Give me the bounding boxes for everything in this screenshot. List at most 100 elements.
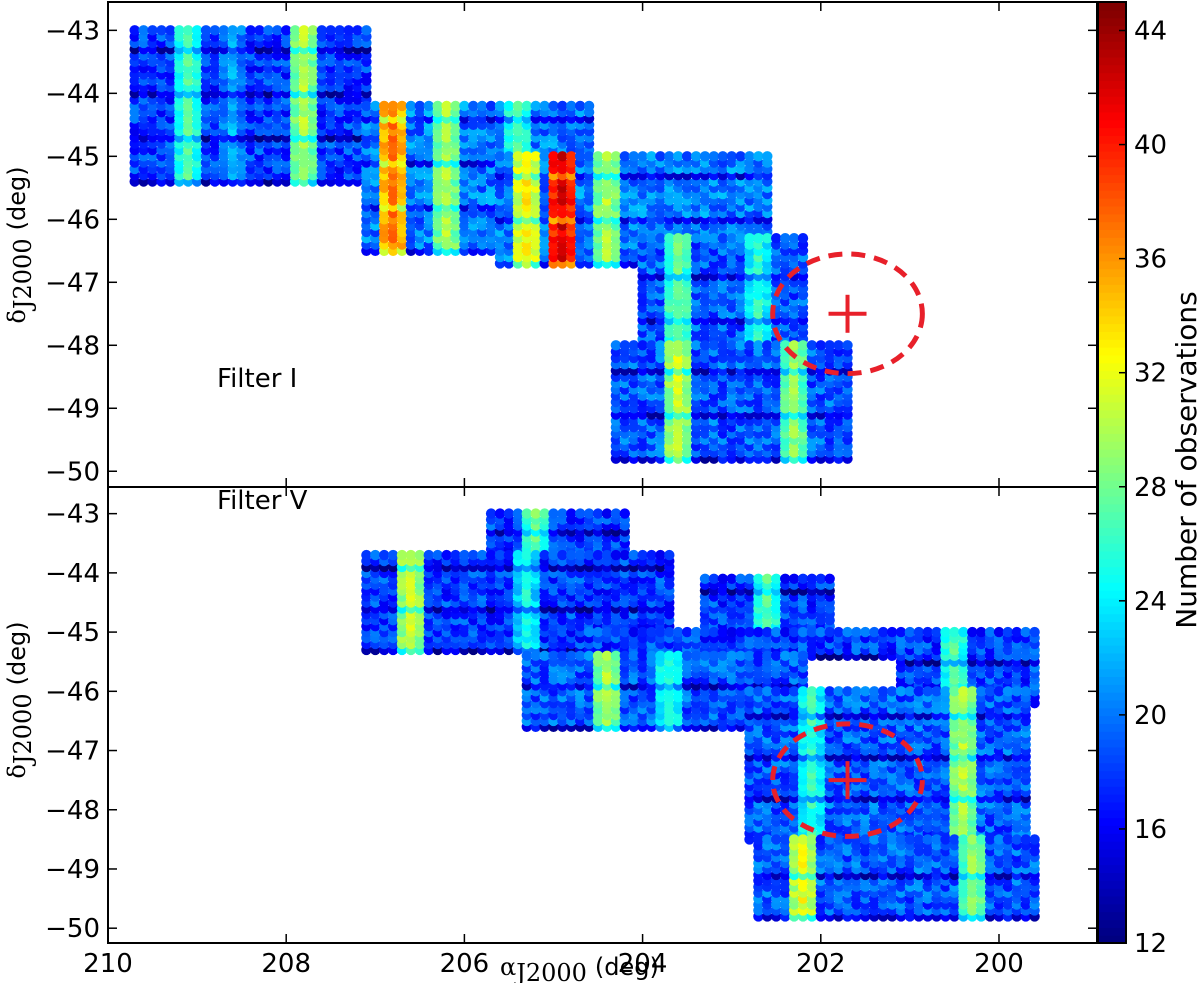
heatmap-cell-p1-f2 xyxy=(717,573,728,584)
heatmap-cell-p1-f0 xyxy=(601,508,613,519)
heatmap-cell-p1-f5 xyxy=(1029,626,1040,638)
heatmap-cell-p0-f4 xyxy=(744,340,755,351)
heatmap-cell-p1-f3 xyxy=(690,626,702,638)
heatmap-cell-p0-f4 xyxy=(619,340,630,351)
heatmap-cell-p0-f4 xyxy=(797,340,809,351)
heatmap-cell-p0-f0 xyxy=(138,25,149,36)
heatmap-cell-p1-f1 xyxy=(450,549,461,561)
heatmap-cell-p1-f3 xyxy=(806,626,818,638)
heatmap-cell-p1-f4 xyxy=(780,650,791,661)
heatmap-cell-p1-f3 xyxy=(833,626,844,638)
heatmap-cell-p0-f0 xyxy=(352,25,363,36)
heatmap-cell-p1-f1 xyxy=(664,549,675,561)
heatmap-cell-p1-f3 xyxy=(735,626,746,638)
heatmap-cell-p0-f4 xyxy=(673,340,684,351)
heatmap-cell-p1-f3 xyxy=(851,626,862,638)
heatmap-cell-p0-f0 xyxy=(236,25,247,36)
heatmap-cell-p0-f0 xyxy=(174,25,185,36)
heatmap-cell-p1-f4 xyxy=(673,650,684,661)
heatmap-cell-p1-f3 xyxy=(619,626,630,638)
heatmap-cell-p0-f4 xyxy=(771,340,782,351)
heatmap-cell-p0-f0 xyxy=(227,25,238,36)
heatmap-cell-p1-f5 xyxy=(1020,626,1031,638)
heatmap-cell-p0-f2 xyxy=(601,151,613,162)
heatmap-cell-p0-f0 xyxy=(129,25,140,36)
heatmap-cell-p1-f0 xyxy=(575,508,586,519)
heatmap-cell-p1-f0 xyxy=(557,508,568,519)
heatmap-cell-p1-f0 xyxy=(583,508,595,519)
heatmap-cell-p1-f0 xyxy=(512,508,524,519)
heatmap-cell-p0-f0 xyxy=(191,25,203,36)
heatmap-cell-p1-f2 xyxy=(735,573,746,584)
heatmap-cell-p0-f1 xyxy=(387,100,399,112)
heatmap-cell-p1-f4 xyxy=(619,650,630,661)
heatmap-cell-p0-f1 xyxy=(566,100,577,112)
heatmap-cell-p1-f4 xyxy=(539,650,550,661)
heatmap-cell-p1-f0 xyxy=(503,508,515,519)
heatmap-cell-p0-f0 xyxy=(218,25,229,36)
heatmap-cell-p0-f4 xyxy=(681,340,693,351)
heatmap-cell-p0-f4 xyxy=(690,340,702,351)
heatmap-cell-p1-f3 xyxy=(744,626,755,638)
heatmap-cell-p0-f3 xyxy=(646,233,657,244)
heatmap-cell-p1-f5 xyxy=(940,626,951,638)
heatmap-cell-p1-f4 xyxy=(637,650,648,661)
heatmap-cell-p1-f4 xyxy=(601,650,613,661)
heatmap-cell-p0-f4 xyxy=(610,340,622,351)
heatmap-cell-p1-f4 xyxy=(610,650,622,661)
heatmap-cell-p1-f1 xyxy=(628,549,639,561)
heatmap-cell-p1-f1 xyxy=(370,549,381,561)
heatmap-cell-p0-f0 xyxy=(183,25,194,36)
heatmap-cell-p1-f4 xyxy=(717,650,728,661)
heatmap-cell-p1-f3 xyxy=(762,626,773,638)
heatmap-cell-p0-f1 xyxy=(512,100,524,112)
heatmap-cell-p1-f3 xyxy=(788,626,800,638)
heatmap-cell-p0-f1 xyxy=(441,100,452,112)
heatmap-cell-p0-f3 xyxy=(655,233,666,244)
heatmap-cell-p1-f3 xyxy=(673,626,684,638)
heatmap-cell-p0-f0 xyxy=(289,25,301,36)
heatmap-cell-p0-f3 xyxy=(699,233,711,244)
heatmap-cell-p0-f2 xyxy=(744,151,755,162)
heatmap-cell-p1-f4 xyxy=(592,650,604,661)
heatmap-cell-p0-f0 xyxy=(334,25,345,36)
heatmap-cell-p0-f0 xyxy=(209,25,221,36)
heatmap-cell-p1-f4 xyxy=(708,650,720,661)
heatmap-cell-p0-f1 xyxy=(575,100,586,112)
heatmap-cell-p0-f2 xyxy=(503,151,515,162)
heatmap-cell-p0-f3 xyxy=(690,233,702,244)
heatmap-cell-p1-f3 xyxy=(637,626,648,638)
heatmap-cell-p1-f4 xyxy=(646,650,657,661)
heatmap-cell-p1-f2 xyxy=(726,573,737,584)
heatmap-cell-p0-f2 xyxy=(735,151,746,162)
heatmap-cell-p0-f1 xyxy=(521,100,532,112)
heatmap-cell-p1-f1 xyxy=(441,549,452,561)
heatmap-cell-p0-f1 xyxy=(414,100,425,112)
heatmap-cell-p1-f1 xyxy=(361,549,372,561)
heatmap-cell-p0-f4 xyxy=(806,340,818,351)
heatmap-cell-p1-f4 xyxy=(681,650,693,661)
heatmap-cell-p0-f2 xyxy=(566,151,577,162)
heatmap-cell-p0-f0 xyxy=(343,25,354,36)
heatmap-cell-p0-f4 xyxy=(735,340,746,351)
heatmap-cell-p0-f0 xyxy=(254,25,265,36)
heatmap-cell-p1-f3 xyxy=(717,626,728,638)
heatmap-cell-p0-f3 xyxy=(717,233,728,244)
heatmap-cell-p0-f0 xyxy=(245,25,256,36)
heatmap-cell-p1-f1 xyxy=(655,549,666,561)
heatmap-cell-p0-f2 xyxy=(583,151,595,162)
heatmap-cell-p1-f4 xyxy=(664,650,675,661)
heatmap-cell-p0-f4 xyxy=(699,340,711,351)
heatmap-cell-p0-f4 xyxy=(717,340,728,351)
heatmap-cell-p1-f1 xyxy=(646,549,657,561)
heatmap-cell-p1-f3 xyxy=(860,626,871,638)
heatmap-cell-p1-f1 xyxy=(566,549,577,561)
heatmap-cell-p1-f2 xyxy=(806,573,818,584)
heatmap-cell-p0-f0 xyxy=(361,25,372,36)
heatmap-cell-p1-f5 xyxy=(1002,626,1014,638)
heatmap-cell-p0-f3 xyxy=(771,233,782,244)
heatmap-cell-p0-f2 xyxy=(690,151,702,162)
heatmap-cell-p0-f1 xyxy=(396,100,408,112)
heatmap-cell-p1-f0 xyxy=(539,508,550,519)
heatmap-cell-p1-f3 xyxy=(610,626,622,638)
